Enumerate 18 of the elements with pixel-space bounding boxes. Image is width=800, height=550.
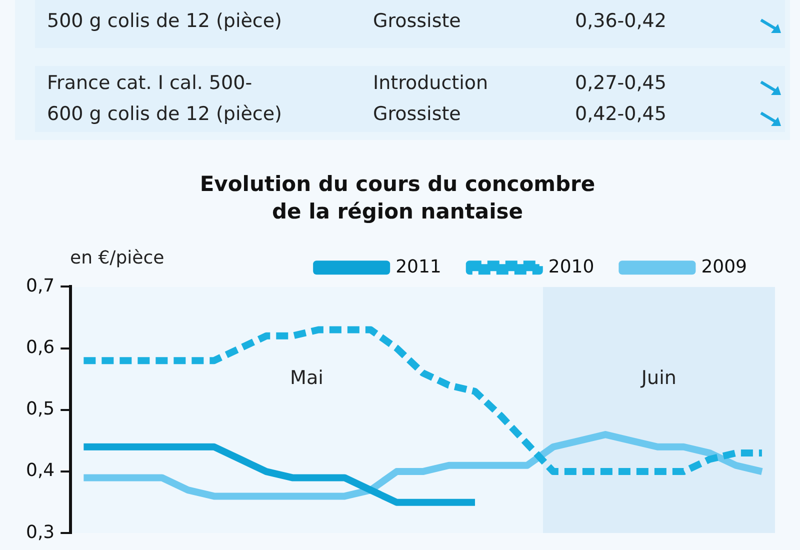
chart-title: Evolution du cours du concombre de la région nantaise (200, 172, 596, 224)
legend-label: 2010 (548, 256, 594, 278)
text: 500 g colis de 12 (pièce) (47, 9, 282, 34)
y-tick-label: 0,4 (26, 460, 55, 482)
text: 0,27-0,45 0,42-0,45 (575, 71, 666, 127)
text: France cat. I cal. 500- 600 g colis de 12 (pièce) (47, 71, 282, 127)
y-axis-title: en €/pièce (70, 247, 164, 268)
y-tick-label: 0,6 (26, 336, 55, 358)
y-tick-label: 0,5 (26, 398, 55, 420)
y-tick-label: 0,3 (26, 522, 55, 543)
text: Introduction Grossiste (373, 71, 488, 127)
legend-label: 2009 (701, 256, 748, 278)
text: Grossiste (373, 9, 461, 34)
legend-label: 2011 (396, 256, 442, 278)
text: 0,36-0,42 (575, 9, 666, 34)
annotation: Juin (641, 366, 676, 389)
annotation: Mai (290, 366, 324, 389)
y-tick-label: 0,7 (26, 275, 55, 296)
